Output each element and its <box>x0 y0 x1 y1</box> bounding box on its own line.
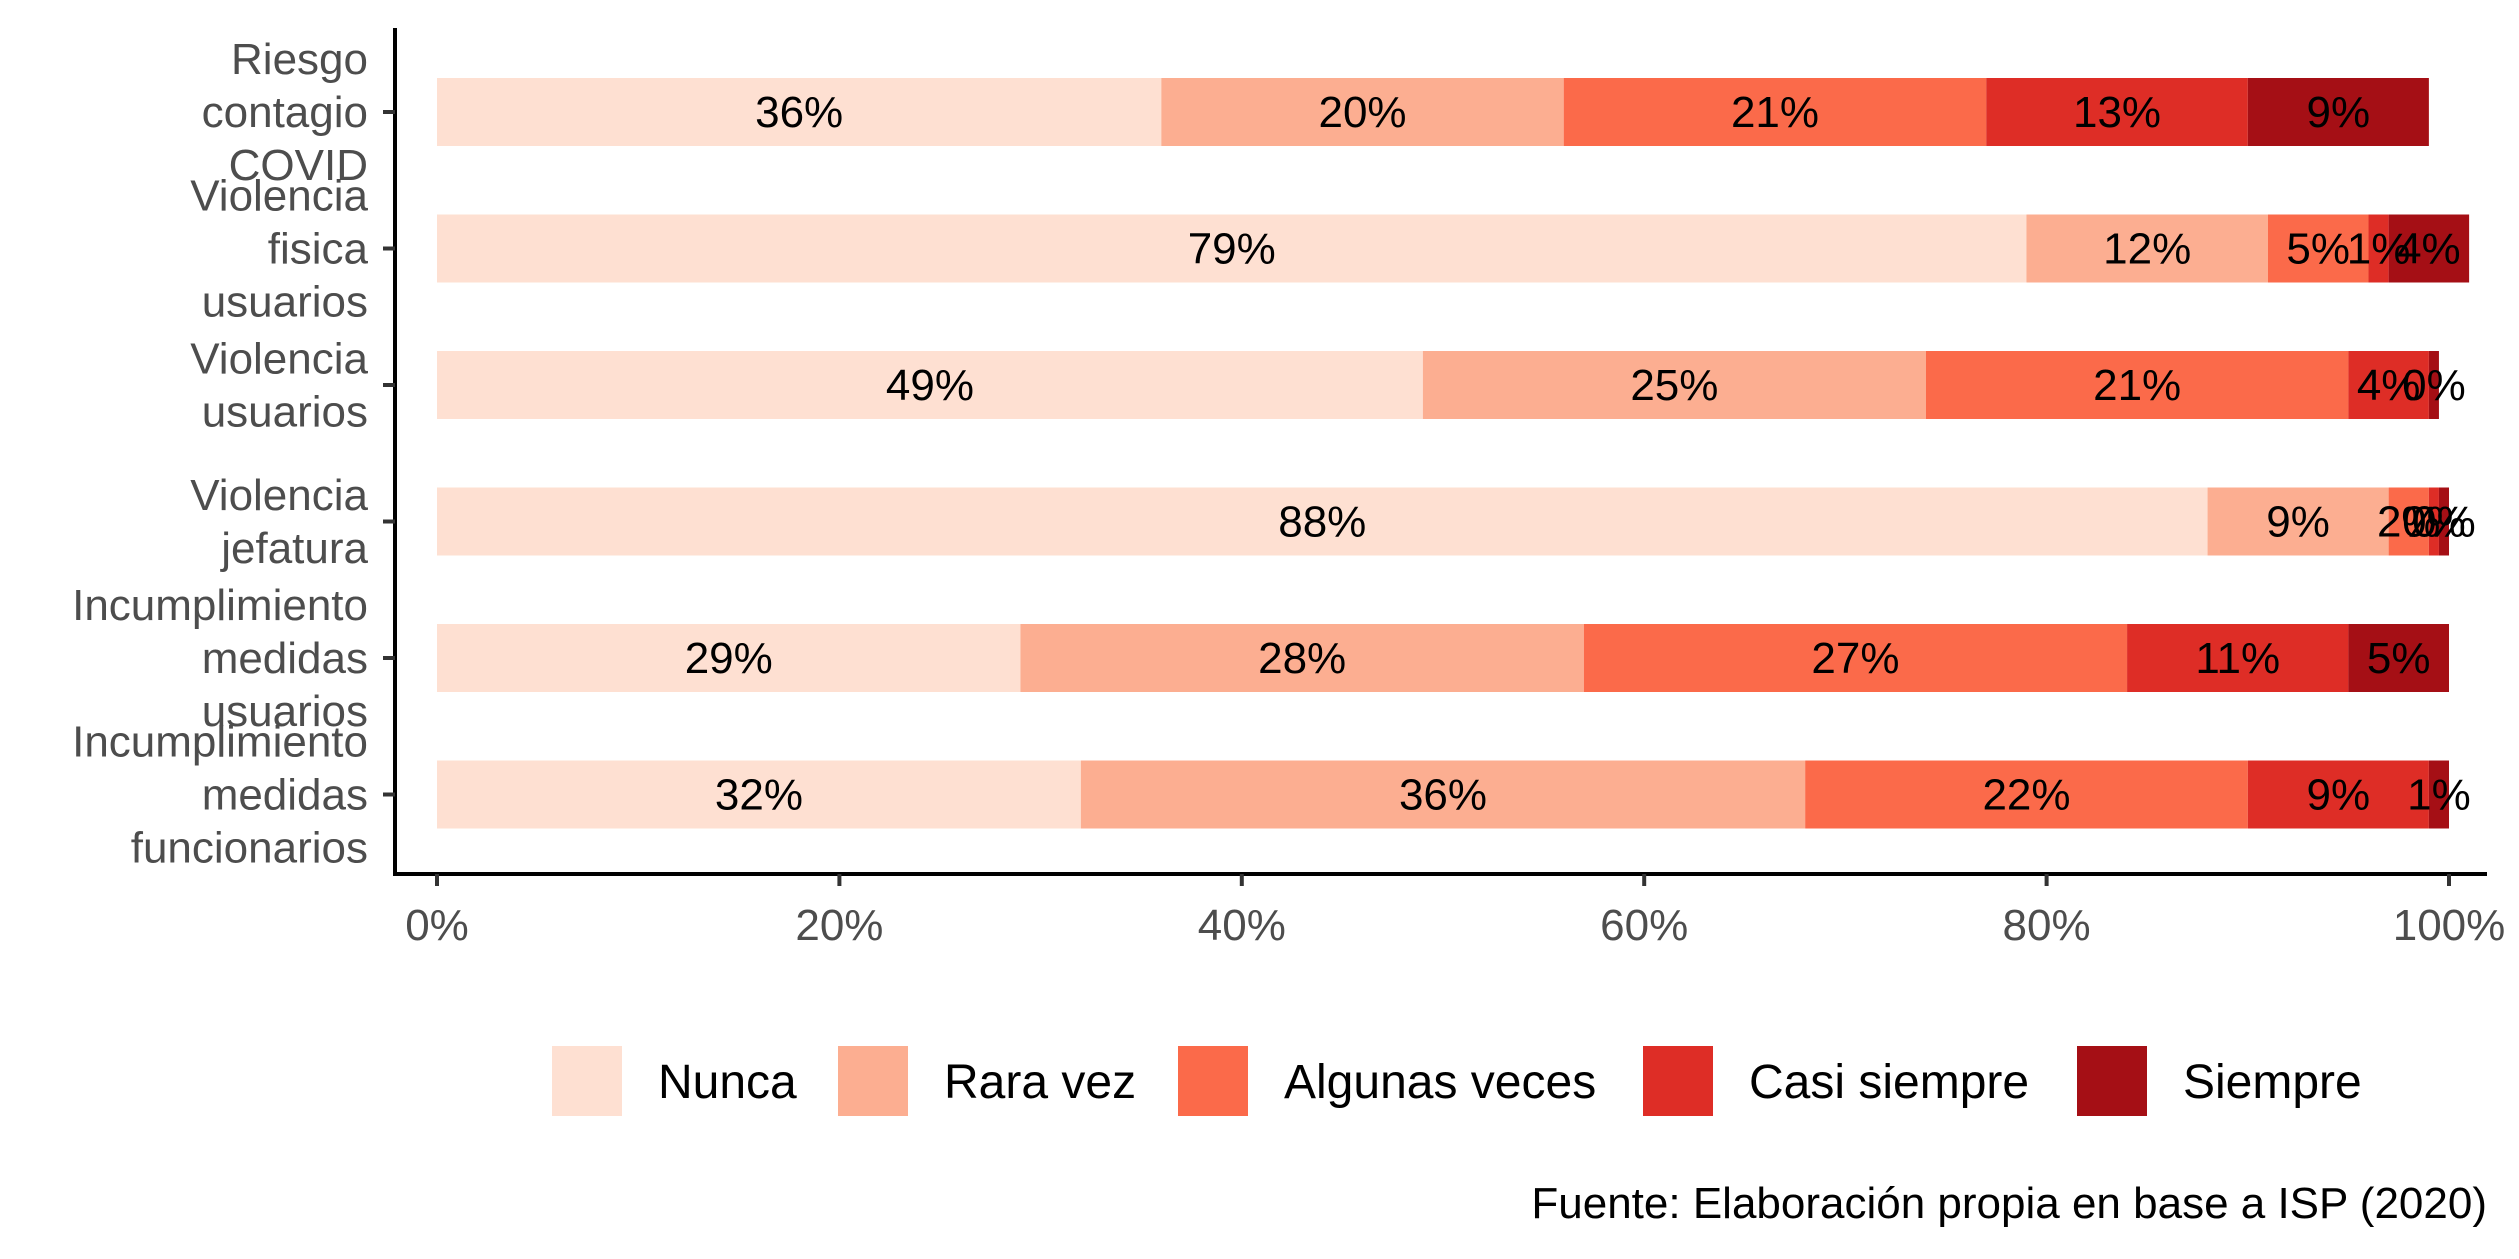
y-axis: RiesgocontagioCOVIDViolenciafisicausuari… <box>72 28 397 874</box>
bar-segment <box>1805 760 2248 829</box>
data-label: 20% <box>1318 88 1406 137</box>
category-label: usuarios <box>202 278 368 327</box>
category-label: Incumplimiento <box>72 581 368 630</box>
bars-layer <box>437 78 2470 829</box>
legend-swatch <box>838 1046 908 1116</box>
data-label: 11% <box>2195 634 2280 683</box>
data-label: 13% <box>2073 88 2161 137</box>
category-label: Incumplimiento <box>72 718 368 767</box>
legend-label: Siempre <box>2183 1056 2362 1109</box>
legend-swatch <box>2077 1046 2147 1116</box>
data-label: 22% <box>1982 771 2070 820</box>
data-label: 88% <box>1278 498 1366 547</box>
bar-segment <box>2388 214 2470 283</box>
category-label: funcionarios <box>131 824 368 873</box>
data-label: 36% <box>1399 771 1487 820</box>
bar-segment <box>2428 351 2439 419</box>
data-label: 9% <box>2266 498 2330 547</box>
data-label: 5% <box>2367 634 2431 683</box>
bar-segment <box>1986 78 2248 146</box>
data-label: 25% <box>1630 361 1718 410</box>
bar-segment <box>2438 487 2449 556</box>
bar-segment <box>1422 351 1926 419</box>
data-label: 29% <box>685 634 773 683</box>
data-label: 1% <box>2347 225 2411 274</box>
bar-segment <box>2388 487 2429 556</box>
chart-caption: Fuente: Elaboración propia en base a ISP… <box>1531 1179 2487 1228</box>
data-labels-layer: 36% 20% 21% 13% 9%79% 12% 5%1%4%49% 25% 21% 4%0%8… <box>685 88 2476 820</box>
category-label: jefatura <box>219 524 368 573</box>
category-label: usuarios <box>202 388 368 437</box>
legend-label: Nunca <box>658 1056 797 1109</box>
category-label: usuarios <box>202 687 368 736</box>
bar-segment <box>2026 214 2268 283</box>
legend-label: Casi siempre <box>1749 1056 2029 1109</box>
data-label: 1% <box>2407 771 2471 820</box>
bar-segment <box>2247 78 2429 146</box>
bar-segment <box>2348 351 2429 419</box>
data-label: 28% <box>1258 634 1346 683</box>
x-tick-label: 0% <box>405 901 469 950</box>
x-tick-label: 40% <box>1198 901 1286 950</box>
bar-segment <box>2247 760 2429 829</box>
legend-label: Algunas veces <box>1284 1056 1596 1109</box>
bar-segment <box>1563 78 1987 146</box>
category-label: Violencia <box>190 335 368 384</box>
bar-segment <box>2428 760 2449 829</box>
data-label: 0% <box>2402 498 2466 547</box>
bar-segment <box>437 351 1423 419</box>
legend-swatch <box>1178 1046 1248 1116</box>
x-tick-label: 60% <box>1600 901 1688 950</box>
bar-segment <box>437 214 2027 283</box>
category-label: fisica <box>268 225 369 274</box>
data-label: 21% <box>1731 88 1819 137</box>
data-label: 79% <box>1188 225 1276 274</box>
data-label: 27% <box>1811 634 1899 683</box>
bar-segment <box>2428 487 2439 556</box>
bar-segment <box>437 760 1081 829</box>
data-label: 49% <box>886 361 974 410</box>
data-label: 4% <box>2357 361 2421 410</box>
bar-segment <box>2368 214 2389 283</box>
data-label: 12% <box>2103 225 2191 274</box>
category-label: Riesgo <box>231 35 368 84</box>
data-label: 0% <box>2412 498 2476 547</box>
category-label: Violencia <box>190 471 368 520</box>
bar-segment <box>1161 78 1564 146</box>
bar-segment <box>1925 351 2349 419</box>
legend-label: Rara vez <box>944 1056 1136 1109</box>
data-label: 21% <box>2093 361 2181 410</box>
data-label: 9% <box>2307 88 2371 137</box>
legend-swatch <box>552 1046 622 1116</box>
bar-segment <box>2348 624 2449 692</box>
category-label: medidas <box>202 771 368 820</box>
bar-segment <box>437 624 1021 692</box>
category-label: COVID <box>229 141 368 190</box>
data-label: 32% <box>715 771 803 820</box>
bar-segment <box>2267 214 2369 283</box>
bar-segment <box>2207 487 2389 556</box>
category-label: medidas <box>202 634 368 683</box>
data-label: 2% <box>2377 498 2441 547</box>
legend-swatch <box>1643 1046 1713 1116</box>
category-label: contagio <box>202 88 368 137</box>
category-label: Violencia <box>190 172 368 221</box>
bar-segment <box>1583 624 2128 692</box>
x-tick-label: 20% <box>795 901 883 950</box>
data-label: 5% <box>2286 225 2350 274</box>
x-tick-label: 80% <box>2003 901 2091 950</box>
data-label: 36% <box>755 88 843 137</box>
bar-segment <box>437 78 1162 146</box>
data-label: 0% <box>2402 361 2466 410</box>
bar-segment <box>1080 760 1806 829</box>
bar-segment <box>1020 624 1584 692</box>
x-tick-label: 100% <box>2393 901 2506 950</box>
bar-segment <box>2127 624 2349 692</box>
data-label: 4% <box>2397 225 2461 274</box>
bar-segment <box>437 487 2208 556</box>
x-axis: 0% 20% 40% 60% 80% 100% <box>393 872 2506 950</box>
data-label: 9% <box>2307 771 2371 820</box>
legend: Nunca Rara vez Algunas veces Casi siempre Si… <box>552 1046 2362 1116</box>
